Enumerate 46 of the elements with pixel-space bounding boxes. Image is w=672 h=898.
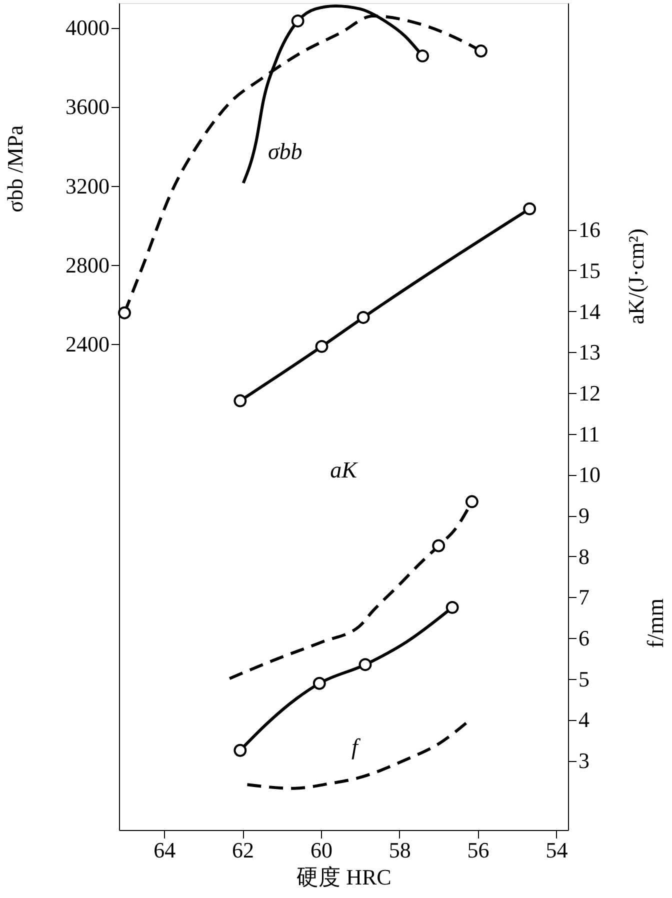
point xyxy=(315,340,328,353)
x-tick-label: 64 xyxy=(154,838,176,862)
point xyxy=(312,676,326,690)
text: f/mm xyxy=(643,598,668,648)
y2-tick-label: 7 xyxy=(578,584,590,610)
y-tick-label: 4000 xyxy=(66,15,110,40)
y2-tick-label: 8 xyxy=(578,544,590,569)
y2-tick-label: 16 xyxy=(578,217,600,242)
point xyxy=(234,744,247,757)
x-axis-title: 硬度 HRC xyxy=(296,864,392,890)
y2-axis-title: aK/(J·cm²) xyxy=(624,228,648,324)
annotation: f xyxy=(352,734,362,760)
y2-tick-label: 6 xyxy=(578,626,590,651)
point xyxy=(474,44,488,58)
point xyxy=(465,495,478,508)
point xyxy=(118,306,131,320)
x-tick-label: 56 xyxy=(467,838,490,862)
y2-tick-label: 12 xyxy=(578,380,600,406)
x-tick-label: 60 xyxy=(310,838,332,862)
y2-tick-label: 9 xyxy=(578,503,590,528)
y2-tick-label: 11 xyxy=(578,421,600,446)
point xyxy=(416,49,429,62)
y-tick-label: 3200 xyxy=(66,173,110,198)
point xyxy=(234,394,247,408)
annotation: σbb xyxy=(268,138,302,164)
y2-tick-label: 3 xyxy=(578,748,590,774)
point xyxy=(432,539,446,552)
y-axis-title: σbb /MPa xyxy=(2,125,28,212)
y2-tick-label: 13 xyxy=(578,340,600,365)
x-tick-label: 58 xyxy=(388,838,411,862)
y2-tick-label: 14 xyxy=(578,298,600,324)
annotation: aK xyxy=(330,457,359,482)
y2-tick-label: 5 xyxy=(578,666,590,692)
y-tick-label: 2800 xyxy=(66,252,110,278)
y2-tick-label: 10 xyxy=(578,462,600,488)
point xyxy=(446,600,459,614)
x-tick-label: 54 xyxy=(546,838,568,862)
x-tick-label: 62 xyxy=(232,838,254,862)
point xyxy=(356,311,370,324)
y-tick-label: 2400 xyxy=(66,331,110,356)
point xyxy=(291,14,304,28)
y2-tick-label: 4 xyxy=(578,707,590,732)
y2-tick-label: 15 xyxy=(578,258,600,283)
y-tick-label: 3600 xyxy=(66,94,110,120)
point xyxy=(523,202,536,216)
point xyxy=(358,658,372,672)
